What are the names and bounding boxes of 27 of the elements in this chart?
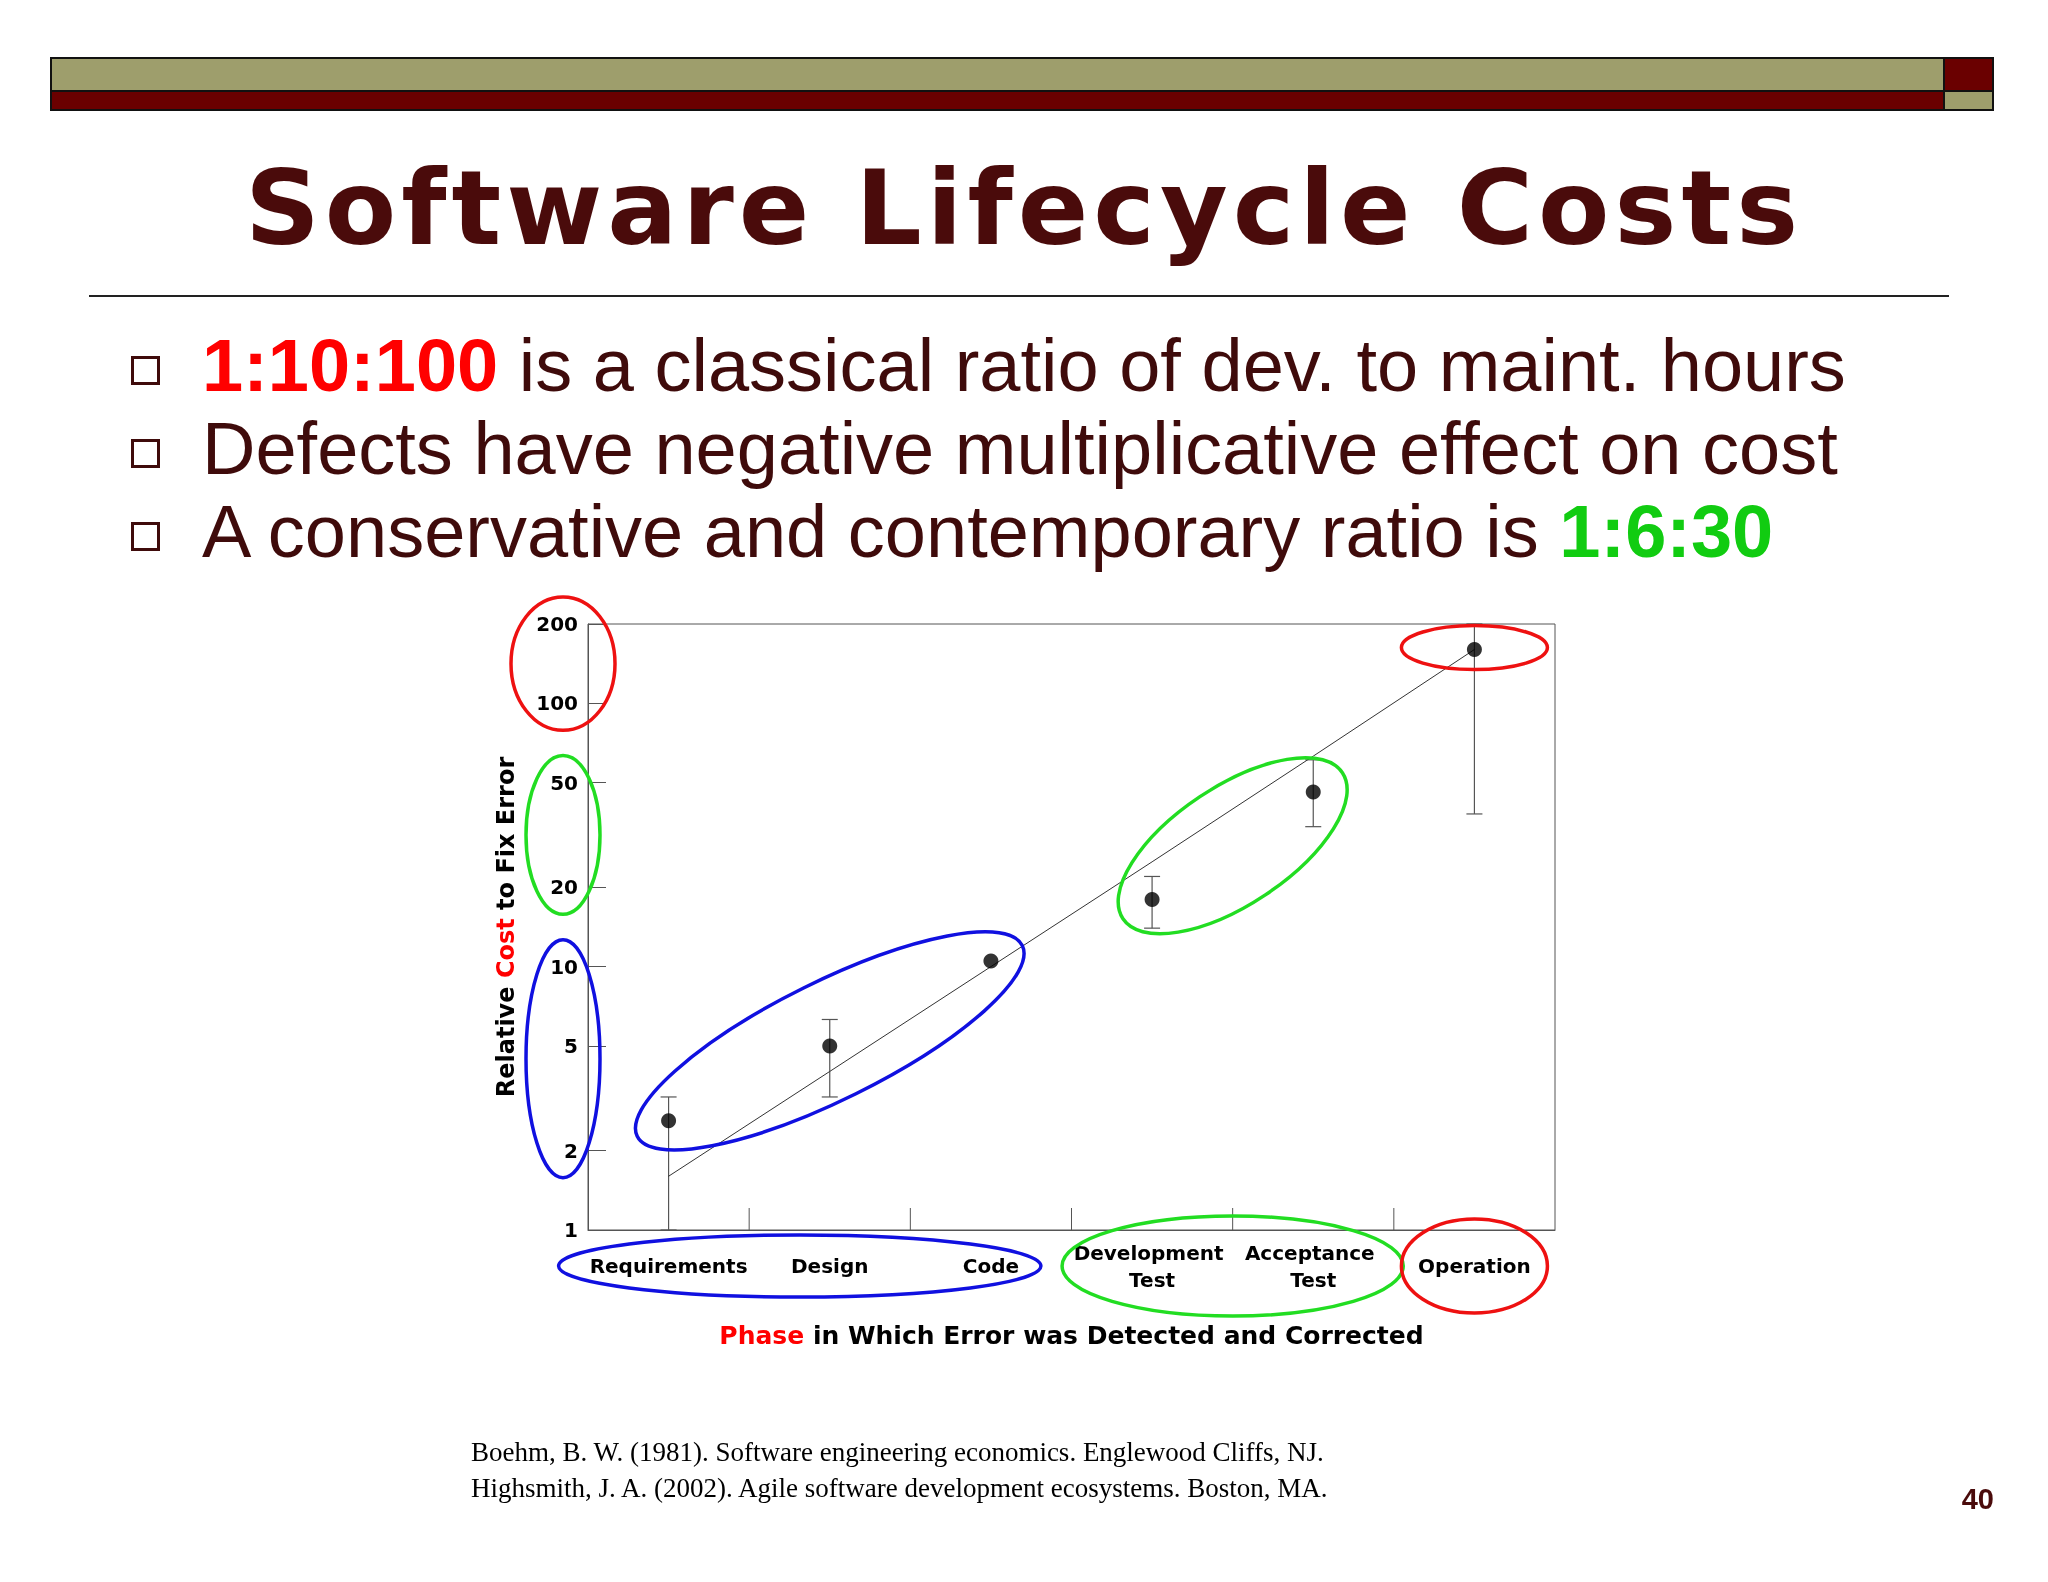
y-tick-label: 100 <box>536 691 578 716</box>
point <box>1466 642 1482 658</box>
x-tick-label: Requirements <box>589 1254 748 1278</box>
point <box>822 1038 838 1054</box>
y-tick-label: 200 <box>536 612 578 636</box>
x-tick-label: Development Test <box>1073 1240 1231 1292</box>
y-tick-label: 2 <box>564 1138 578 1163</box>
y-tick-label: 20 <box>550 875 578 900</box>
x-tick-label: Code <box>962 1254 1020 1278</box>
y-tick-label: 10 <box>550 954 578 979</box>
x-tick-label: Design <box>791 1254 869 1278</box>
point <box>983 953 999 969</box>
text: Highsmith, J. A. (2002). Agile software development ecosystems. Boston, MA. <box>471 1472 1328 1505</box>
y-tick-label: 1 <box>564 1218 578 1242</box>
point <box>661 1113 677 1129</box>
text: Boehm, B. W. (1981). Software engineering economics. Englewood Cliffs, NJ. <box>471 1436 1324 1469</box>
chart-subtitle: 1:10:100 is a classical ratio of dev. to maint. hours Defects have negative multiplicative effect on cost A conservative and contemporary ratio is 1:6:30 <box>202 324 1846 574</box>
x-tick-label: Acceptance Test <box>1244 1240 1382 1292</box>
chart-title: Software Lifecycle Costs <box>243 146 1805 271</box>
text: 40 <box>1961 1482 1994 1517</box>
y-tick-label: 5 <box>564 1033 578 1058</box>
x-axis-title: Phase in Which Error was Detected and Corrected <box>719 1321 1424 1350</box>
y-tick-label: 50 <box>550 770 578 795</box>
y-axis-title: Relative Cost to Fix Error <box>492 756 520 1098</box>
x-tick-label: Operation <box>1418 1254 1531 1278</box>
point <box>1305 784 1321 800</box>
point <box>1144 891 1160 907</box>
